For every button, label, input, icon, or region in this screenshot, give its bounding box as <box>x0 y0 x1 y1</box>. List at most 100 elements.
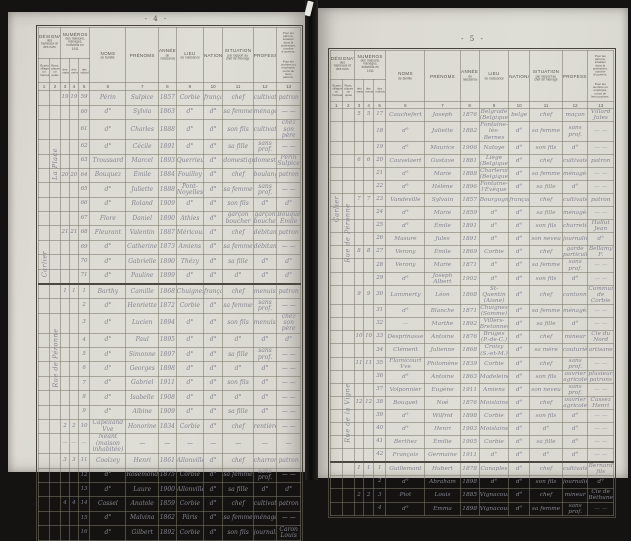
cell-prenoms: Henriette <box>125 298 159 314</box>
cell-prenoms: Henri <box>125 453 159 469</box>
cell-profession: cantonnier <box>561 284 589 305</box>
cell-rues <box>341 461 355 477</box>
cell-annee: 1857 <box>459 193 480 208</box>
cell-nom: Berthez <box>385 435 426 450</box>
column-number: 1 <box>330 101 343 110</box>
cell-patrons: — — <box>587 409 614 424</box>
cell-num-individu: 38 <box>372 396 387 411</box>
cell-nationalite: d° <box>202 239 224 256</box>
cell-annee: 1839 <box>459 356 480 371</box>
cell-patrons: d° <box>276 254 301 270</box>
cell-rues <box>341 284 355 305</box>
cell-nom: d° <box>385 166 426 181</box>
cell-prenoms: Pauline <box>125 268 159 285</box>
cell-num-menage <box>68 268 79 285</box>
cell-situation: garçon boucher <box>222 211 254 227</box>
column-number: 8 <box>157 82 177 92</box>
cell-rues <box>49 104 61 121</box>
cell-lieu: Bruges (P.-de-C.) <box>478 330 510 345</box>
cell-num-menage: 4 <box>68 496 79 512</box>
cell-num-menage: 6 <box>363 153 374 168</box>
cell-nationalite: d° <box>508 179 531 195</box>
cell-num-menage <box>363 317 374 332</box>
cell-situation: chef <box>529 396 563 411</box>
cell-nationalite: français <box>508 193 531 208</box>
cell-ecarts <box>38 254 50 270</box>
cell-ecarts <box>38 419 50 435</box>
census-rows: 191959PérinSulpice1857Corbiefrançaischef… <box>38 90 301 541</box>
cell-patrons: — — <box>587 166 614 181</box>
cell-num-maison: — <box>60 433 70 455</box>
column-number: 7 <box>424 101 461 110</box>
cell-patrons: Cie de Béthune <box>587 488 614 503</box>
column-number: 11 <box>222 82 254 92</box>
cell-patrons: — — <box>276 347 301 363</box>
cell-annee: 1868 <box>459 343 480 358</box>
cell-prenoms: Blanche <box>424 303 461 319</box>
cell-ecarts <box>330 343 343 358</box>
cell-situation: son neveu <box>529 232 563 247</box>
cell-nom: d° <box>89 298 127 314</box>
cell-prenoms: Marie <box>424 166 461 181</box>
cell-num-maison <box>353 448 365 463</box>
header-num-individus: des individus <box>77 58 91 84</box>
cell-situation: chef <box>222 496 254 512</box>
cell-nationalite: belge <box>508 108 531 123</box>
cell-prenoms: Isabelle <box>125 390 159 406</box>
cell-rues <box>341 232 355 247</box>
cell-num-maison <box>60 139 70 155</box>
cell-ecarts <box>38 139 50 155</box>
cell-prenoms: Rosemonde <box>125 467 159 484</box>
cell-situation: chef <box>222 419 254 435</box>
cell-num-maison <box>353 232 365 247</box>
cell-lieu: d° <box>175 119 205 141</box>
cell-patrons: — — <box>276 139 301 155</box>
cell-prenoms: Sulpice <box>125 90 159 106</box>
column-number: 1 <box>38 82 50 92</box>
cell-profession: sans prof. <box>561 501 589 516</box>
cell-ecarts <box>330 317 343 332</box>
cell-situation: chef <box>529 461 563 477</box>
cell-ecarts <box>330 140 343 155</box>
cell-situation: sa femme <box>529 303 563 319</box>
cell-nationalite: d° <box>508 232 531 247</box>
census-row: 18 d° Juliette 1882 Fontaine-lès-Bernes d° sa … <box>330 121 614 142</box>
header-num-individus: des individus <box>372 78 387 103</box>
cell-lieu: Moislains <box>478 422 510 437</box>
cell-num-menage <box>68 153 79 169</box>
cell-lieu: d° <box>175 332 205 349</box>
cell-patrons: — — <box>587 435 614 450</box>
cell-prenoms: Cécile <box>125 139 159 155</box>
header-ecarts: Écarts, villages ou hameaux <box>330 78 343 103</box>
cell-nationalite: d° <box>508 488 531 503</box>
cell-rues <box>49 90 61 106</box>
cell-patrons: — — <box>276 390 301 406</box>
cell-annee: 1871 <box>459 303 480 319</box>
cell-ecarts <box>330 232 343 247</box>
census-row: 212168FleurantValentin1887Méricourtd°che… <box>38 225 301 241</box>
cell-nationalite: d° <box>202 390 224 406</box>
cell-rues <box>341 382 355 398</box>
cell-situation: sa femme <box>222 182 254 198</box>
cell-situation: chef <box>529 153 563 168</box>
cell-nationalite: d° <box>202 268 224 285</box>
cell-rues <box>341 369 355 384</box>
cell-rues <box>49 404 61 421</box>
cell-annee: 1882 <box>459 121 480 142</box>
cell-situation: sa fille <box>222 482 254 498</box>
cell-num-individu: 1 <box>372 461 387 477</box>
cell-rues <box>49 196 61 213</box>
census-row: 4 d° Paul 1895 d° d° d° d° d° <box>38 332 301 349</box>
cell-ecarts <box>330 422 343 437</box>
column-number: 9 <box>175 82 205 92</box>
header-lieu: LIEU de naissance <box>478 49 510 103</box>
cell-nationalite: d° <box>508 140 531 155</box>
cell-patrons: — — <box>587 382 614 398</box>
cell-num-maison <box>60 482 70 498</box>
cell-num-individu: 30 <box>372 284 387 305</box>
cell-situation: son fils <box>529 140 563 155</box>
cell-profession: débitant <box>252 225 278 241</box>
cell-nationalite: d° <box>508 271 531 286</box>
census-row: 6 6 20 Cauvelaert Gustave 1881 Liège (Belgique… <box>330 153 614 168</box>
